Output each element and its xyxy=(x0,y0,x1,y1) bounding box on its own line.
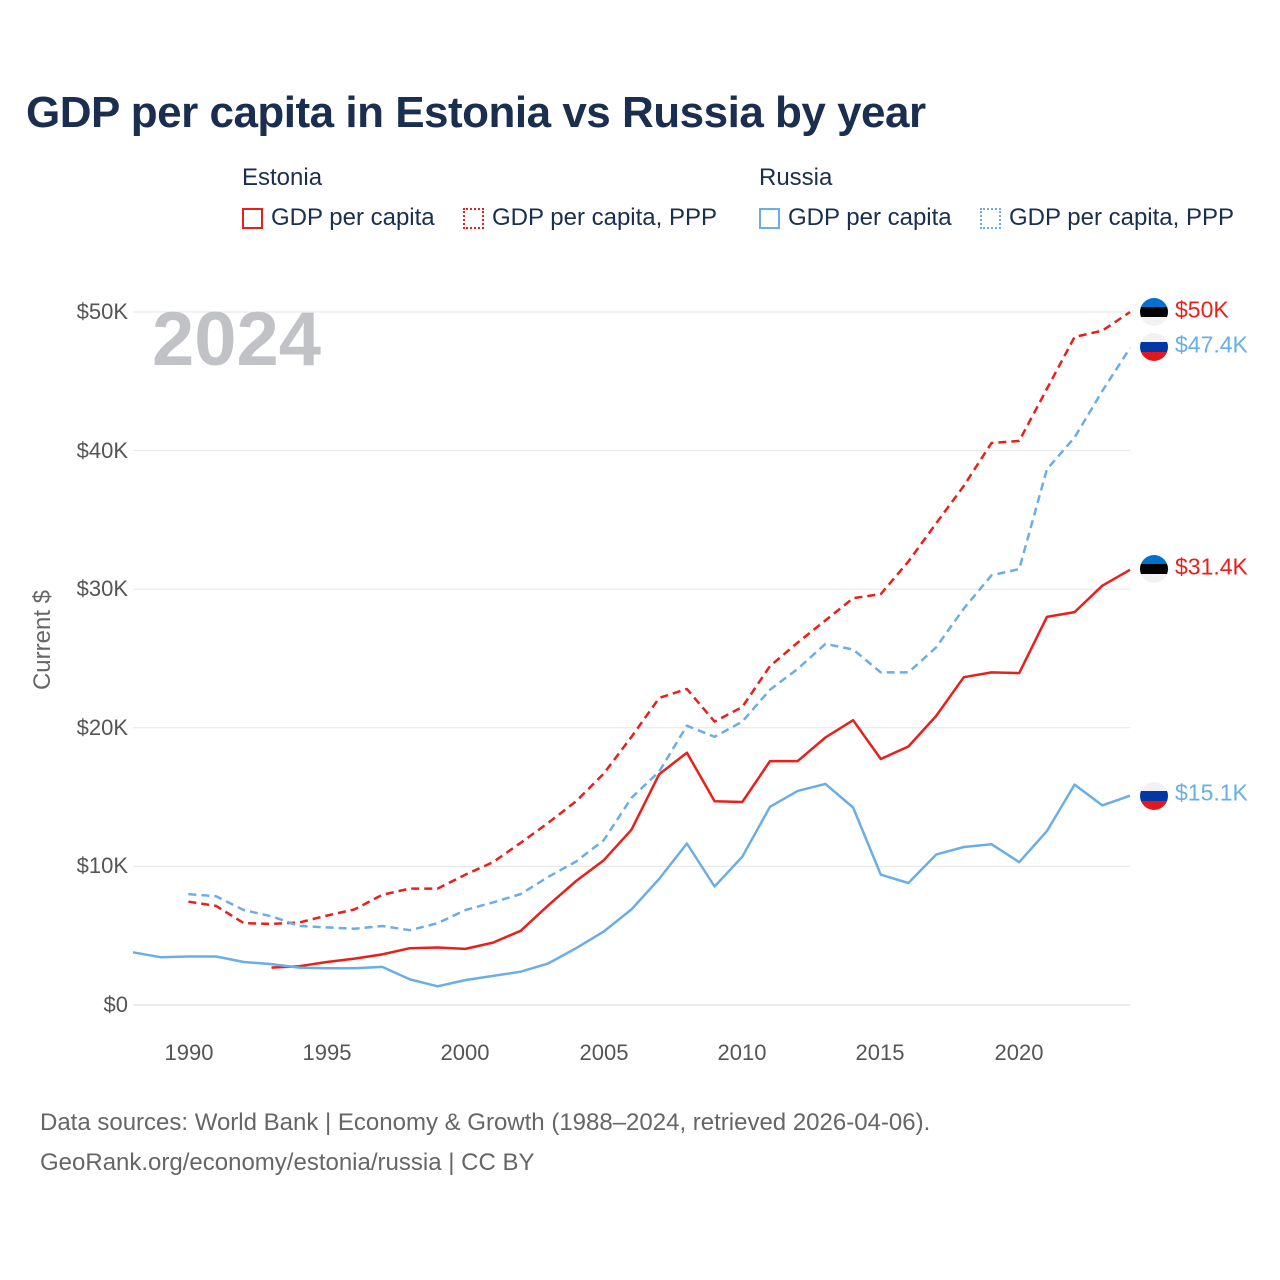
legend-swatch-dotted-blue xyxy=(980,207,1001,229)
series-line-russia-gdp-per-capita xyxy=(132,782,1131,988)
series-line-russia-gdp-per-capita-ppp xyxy=(188,347,1132,932)
x-tick-label: 1995 xyxy=(302,1040,352,1065)
y-tick-label: $10K xyxy=(76,853,128,878)
legend-item-estonia-gdp[interactable]: GDP per capita xyxy=(242,204,435,232)
y-tick-label: $0 xyxy=(103,992,128,1017)
series-line-estonia-gdp-per-capita-ppp xyxy=(188,310,1131,926)
x-tick-label: 2010 xyxy=(717,1040,767,1065)
year-watermark: 2024 xyxy=(152,297,322,382)
x-tick-label: 1990 xyxy=(164,1040,214,1065)
x-tick-label: 2020 xyxy=(994,1040,1044,1065)
end-label-russia-gdp: $15.1K xyxy=(1175,779,1248,806)
source-link[interactable]: GeoRank.org/economy/estonia/russia | CC … xyxy=(40,1149,535,1176)
legend-title-russia: Russia xyxy=(759,164,833,191)
legend-swatch-dotted-red xyxy=(463,207,484,229)
legend-swatch-solid-blue xyxy=(759,207,780,229)
legend-label: GDP per capita xyxy=(788,204,952,231)
y-axis-label: Current $ xyxy=(29,589,56,691)
end-label-russia-ppp: $47.4K xyxy=(1175,331,1248,358)
source-line: Data sources: World Bank | Economy & Gro… xyxy=(40,1109,931,1136)
legend-item-russia-ppp[interactable]: GDP per capita, PPP xyxy=(980,204,1234,232)
russia-flag-icon xyxy=(1140,333,1168,361)
estonia-flag-icon xyxy=(1140,555,1168,583)
page-title: GDP per capita in Estonia vs Russia by y… xyxy=(26,88,926,137)
legend-title-estonia: Estonia xyxy=(242,164,323,191)
legend-item-estonia-ppp[interactable]: GDP per capita, PPP xyxy=(463,204,717,232)
legend-label: GDP per capita, PPP xyxy=(1009,204,1234,231)
end-label-estonia-ppp: $50K xyxy=(1175,296,1229,323)
x-tick-label: 2005 xyxy=(579,1040,629,1065)
x-tick-label: 2015 xyxy=(855,1040,905,1065)
russia-flag-icon xyxy=(1140,782,1168,810)
legend-swatch-solid-red xyxy=(242,207,263,229)
series-line-estonia-gdp-per-capita xyxy=(271,568,1131,969)
x-tick-label: 2000 xyxy=(440,1040,490,1065)
legend-label: GDP per capita, PPP xyxy=(492,204,717,231)
estonia-flag-icon xyxy=(1140,298,1168,326)
y-tick-label: $20K xyxy=(76,715,128,740)
end-label-estonia-gdp: $31.4K xyxy=(1175,553,1248,580)
y-tick-label: $30K xyxy=(76,576,128,601)
y-tick-label: $50K xyxy=(76,299,128,324)
y-tick-label: $40K xyxy=(76,438,128,463)
legend-label: GDP per capita xyxy=(271,204,435,231)
legend-item-russia-gdp[interactable]: GDP per capita xyxy=(759,204,952,232)
